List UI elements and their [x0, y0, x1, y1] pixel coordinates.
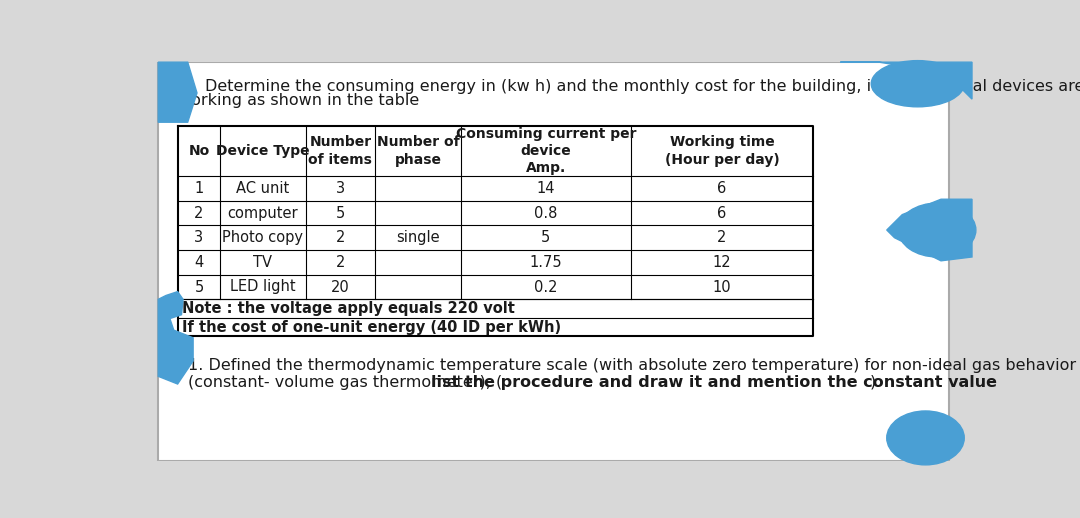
- Ellipse shape: [872, 61, 964, 107]
- Text: 1.75: 1.75: [529, 255, 562, 270]
- Text: list the procedure and draw it and mention the constant value: list the procedure and draw it and menti…: [431, 375, 997, 390]
- FancyBboxPatch shape: [159, 62, 948, 461]
- Text: No: No: [188, 144, 210, 158]
- Text: computer: computer: [228, 206, 298, 221]
- Text: Photo copy: Photo copy: [222, 230, 303, 245]
- Text: 2: 2: [717, 230, 727, 245]
- Polygon shape: [159, 292, 193, 384]
- Text: TV: TV: [254, 255, 272, 270]
- Text: single: single: [396, 230, 440, 245]
- Text: 1. Defined the thermodynamic temperature scale (with absolute zero temperature) : 1. Defined the thermodynamic temperature…: [188, 358, 1076, 373]
- Text: 14: 14: [537, 181, 555, 196]
- Text: LED light: LED light: [230, 280, 296, 295]
- Text: working as shown in the table: working as shown in the table: [177, 93, 419, 108]
- Text: 6: 6: [717, 181, 727, 196]
- Text: 12: 12: [713, 255, 731, 270]
- Text: AC unit: AC unit: [237, 181, 289, 196]
- Text: 5: 5: [194, 280, 203, 295]
- Text: 2: 2: [336, 255, 346, 270]
- Text: 0.2: 0.2: [534, 280, 557, 295]
- Text: 0.8: 0.8: [535, 206, 557, 221]
- Polygon shape: [840, 62, 972, 99]
- Ellipse shape: [899, 203, 976, 257]
- Text: 5: 5: [336, 206, 345, 221]
- Text: 20: 20: [330, 280, 350, 295]
- Text: 3: 3: [194, 230, 203, 245]
- Text: Consuming current per
device
Amp.: Consuming current per device Amp.: [456, 127, 636, 176]
- Text: Determine the consuming energy in (kw h) and the monthly cost for the building, : Determine the consuming energy in (kw h)…: [205, 79, 1080, 94]
- Text: Working time
(Hour per day): Working time (Hour per day): [664, 135, 780, 167]
- Text: 1: 1: [194, 181, 203, 196]
- Text: Device Type: Device Type: [216, 144, 310, 158]
- Text: If the cost of one-unit energy (40 ID per kWh): If the cost of one-unit energy (40 ID pe…: [181, 320, 561, 335]
- Polygon shape: [159, 62, 197, 122]
- Ellipse shape: [887, 411, 964, 465]
- Text: 10: 10: [713, 280, 731, 295]
- Polygon shape: [887, 199, 972, 261]
- Text: 5: 5: [541, 230, 551, 245]
- Text: 2: 2: [194, 206, 204, 221]
- Text: 6: 6: [717, 206, 727, 221]
- Text: 4: 4: [194, 255, 203, 270]
- Text: 2: 2: [336, 230, 346, 245]
- Text: Note : the voltage apply equals 220 volt: Note : the voltage apply equals 220 volt: [181, 301, 514, 316]
- Text: Number
of items: Number of items: [309, 135, 373, 167]
- Bar: [177, 126, 813, 336]
- Text: 3: 3: [336, 181, 345, 196]
- Text: Number of
phase: Number of phase: [377, 135, 459, 167]
- Text: ).: ).: [869, 375, 881, 390]
- Text: (constant- volume gas thermometer), (: (constant- volume gas thermometer), (: [188, 375, 502, 390]
